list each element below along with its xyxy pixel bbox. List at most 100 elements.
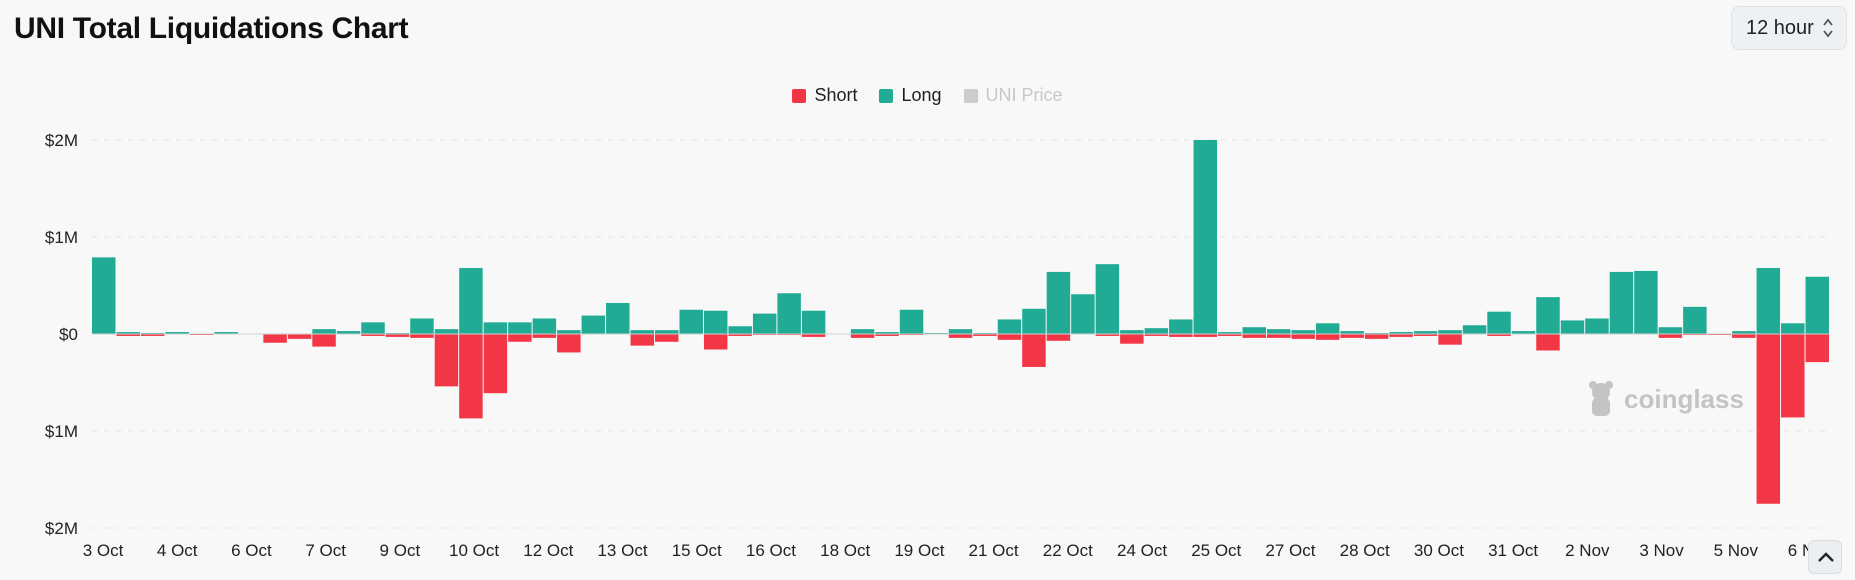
x-tick-label: 19 Oct (894, 541, 944, 560)
long-bar (214, 332, 238, 334)
coinglass-logo-icon (1589, 381, 1613, 416)
short-bar (1095, 334, 1120, 336)
short-bar (1756, 334, 1781, 504)
y-tick-label: $2M (45, 131, 78, 150)
short-bar (1291, 334, 1315, 339)
long-bar (1756, 268, 1781, 334)
short-bar (434, 334, 459, 387)
long-bar (899, 309, 924, 334)
long-bar (508, 322, 532, 334)
long-bar (1634, 270, 1658, 334)
short-bar (263, 334, 287, 343)
short-bar (1315, 334, 1340, 340)
x-tick-label: 31 Oct (1488, 541, 1538, 560)
short-bar (1438, 334, 1462, 345)
short-bar (361, 334, 385, 336)
legend-label-long: Long (901, 85, 942, 105)
legend-swatch-uni-price (963, 88, 978, 103)
x-tick-label: 25 Oct (1191, 541, 1241, 560)
x-tick-label: 4 Oct (157, 541, 198, 560)
long-bar (1120, 330, 1144, 334)
long-bar (1291, 330, 1315, 334)
short-bar (1340, 334, 1364, 338)
long-bar (1389, 332, 1413, 334)
short-bar (1193, 334, 1218, 337)
long-bar (1242, 327, 1266, 334)
y-tick-label: $1M (45, 422, 78, 441)
long-bar (459, 268, 483, 334)
long-bar (1511, 331, 1536, 334)
long-bar (1315, 323, 1340, 334)
short-bar (532, 334, 557, 338)
long-bar (997, 319, 1022, 334)
long-bar (1218, 332, 1242, 334)
long-bar (752, 313, 777, 334)
long-bar (1022, 308, 1046, 334)
short-bar (557, 334, 581, 353)
x-tick-label: 5 Nov (1714, 541, 1759, 560)
long-bar (1781, 323, 1805, 334)
long-bar (1585, 318, 1609, 334)
legend-label-uni-price: UNI Price (985, 85, 1063, 105)
long-bar (557, 330, 581, 334)
x-tick-label: 28 Oct (1340, 541, 1390, 560)
long-bar (581, 315, 606, 334)
long-bar (1169, 319, 1193, 334)
short-bar (1144, 334, 1169, 336)
x-tick-label: 21 Oct (969, 541, 1019, 560)
page-title: UNI Total Liquidations Chart (14, 12, 409, 45)
short-bar (1120, 334, 1144, 344)
short-bar (1487, 334, 1511, 336)
long-bar (361, 322, 385, 334)
long-bar (679, 309, 703, 334)
long-bar (116, 332, 140, 334)
interval-select-value: 12 hour (1746, 16, 1814, 39)
short-bar (997, 334, 1022, 340)
long-bar (532, 318, 557, 334)
long-bar (1095, 264, 1120, 334)
x-tick-label: 9 Oct (380, 541, 421, 560)
short-bar (1022, 334, 1046, 367)
short-bar (1046, 334, 1071, 341)
interval-select[interactable]: 12 hour (1731, 6, 1847, 50)
short-bar (630, 334, 655, 346)
x-tick-label: 3 Nov (1639, 541, 1684, 560)
x-tick-label: 16 Oct (746, 541, 796, 560)
long-bar (1193, 140, 1218, 334)
long-bar (703, 310, 728, 334)
short-bar (312, 334, 336, 347)
long-bar (801, 310, 826, 334)
long-bar (630, 330, 655, 334)
x-tick-label: 6 Oct (231, 541, 272, 560)
short-bar (655, 334, 679, 342)
short-bar (483, 334, 508, 394)
y-tick-label: $1M (45, 228, 78, 247)
long-bar (606, 302, 630, 334)
short-bar (1169, 334, 1193, 337)
short-bar (1364, 334, 1389, 339)
short-bar (116, 334, 140, 336)
short-bar (1732, 334, 1756, 338)
long-bar (655, 330, 679, 334)
long-bar (483, 322, 508, 334)
legend-swatch-long (879, 88, 894, 103)
scroll-top-button[interactable] (1808, 540, 1842, 574)
long-bar (165, 332, 189, 334)
short-bar (948, 334, 973, 338)
long-bar (1536, 297, 1560, 334)
legend-item-long[interactable]: Long (879, 85, 942, 106)
short-bar (1805, 334, 1829, 363)
short-bar (1218, 334, 1242, 336)
long-bar (410, 318, 434, 334)
legend-item-uni-price[interactable]: UNI Price (963, 85, 1063, 106)
x-tick-label: 22 Oct (1043, 541, 1093, 560)
legend-item-short[interactable]: Short (792, 85, 857, 106)
short-bar (1658, 334, 1683, 338)
long-bar (1560, 320, 1585, 334)
short-bar (973, 334, 997, 336)
long-bar (728, 326, 752, 334)
long-bar (1732, 331, 1756, 334)
x-tick-label: 24 Oct (1117, 541, 1167, 560)
long-bar (948, 329, 973, 334)
y-tick-label: $2M (45, 519, 78, 538)
